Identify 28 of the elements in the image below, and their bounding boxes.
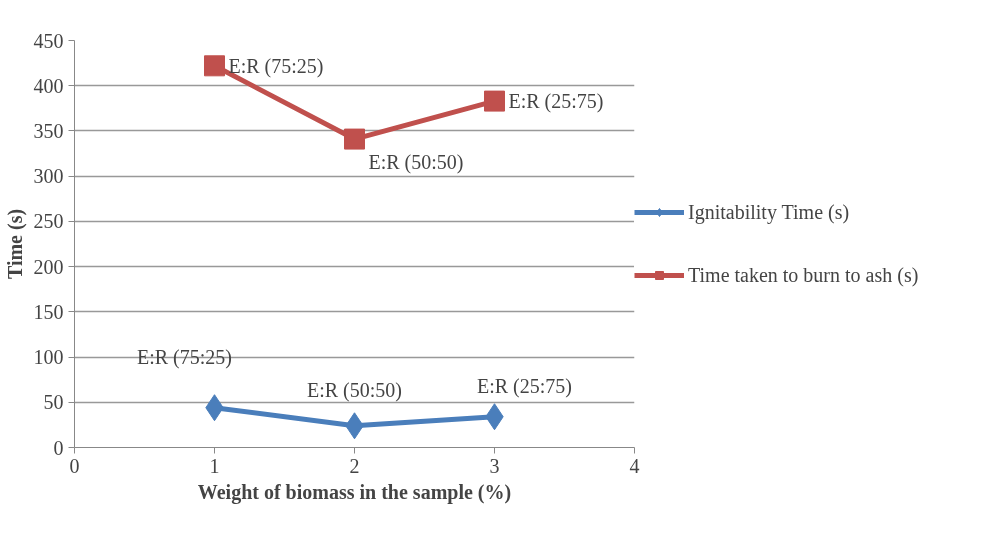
y-tick-label: 450	[33, 29, 64, 52]
y-tick-label: 250	[33, 210, 64, 233]
x-tick-label: 2	[349, 454, 360, 477]
legend-label: Ignitability Time (s)	[688, 200, 850, 224]
x-tick-label: 0	[69, 454, 80, 477]
annotation: E:R (75:25)	[137, 345, 232, 369]
annotation: E:R (50:50)	[368, 151, 464, 175]
point	[344, 128, 365, 150]
y-tick-label: 50	[43, 391, 64, 414]
y-tick-label: 300	[33, 165, 64, 188]
y-tick-label: 100	[33, 346, 64, 369]
y-tick-label: 400	[33, 74, 64, 97]
annotation: E:R (75:25)	[228, 54, 324, 78]
y-tick-label: 200	[33, 255, 64, 278]
point	[204, 55, 225, 77]
x-tick-label: 1	[209, 454, 220, 477]
x-axis-title: Weight of biomass in the sample (%)	[197, 480, 512, 504]
x-tick-label: 4	[629, 454, 640, 477]
y-tick-label: 150	[33, 300, 64, 323]
annotation: E:R (50:50)	[307, 378, 402, 402]
point	[484, 90, 505, 112]
annotation: E:R (25:75)	[508, 90, 604, 114]
y-axis-title: Time (s)	[3, 208, 27, 280]
legend-label: Time taken to burn to ash (s)	[688, 263, 919, 287]
y-tick-label: 0	[53, 436, 64, 459]
y-tick-label: 350	[33, 119, 64, 142]
x-tick-label: 3	[489, 454, 500, 477]
annotation: E:R (25:75)	[477, 374, 572, 398]
